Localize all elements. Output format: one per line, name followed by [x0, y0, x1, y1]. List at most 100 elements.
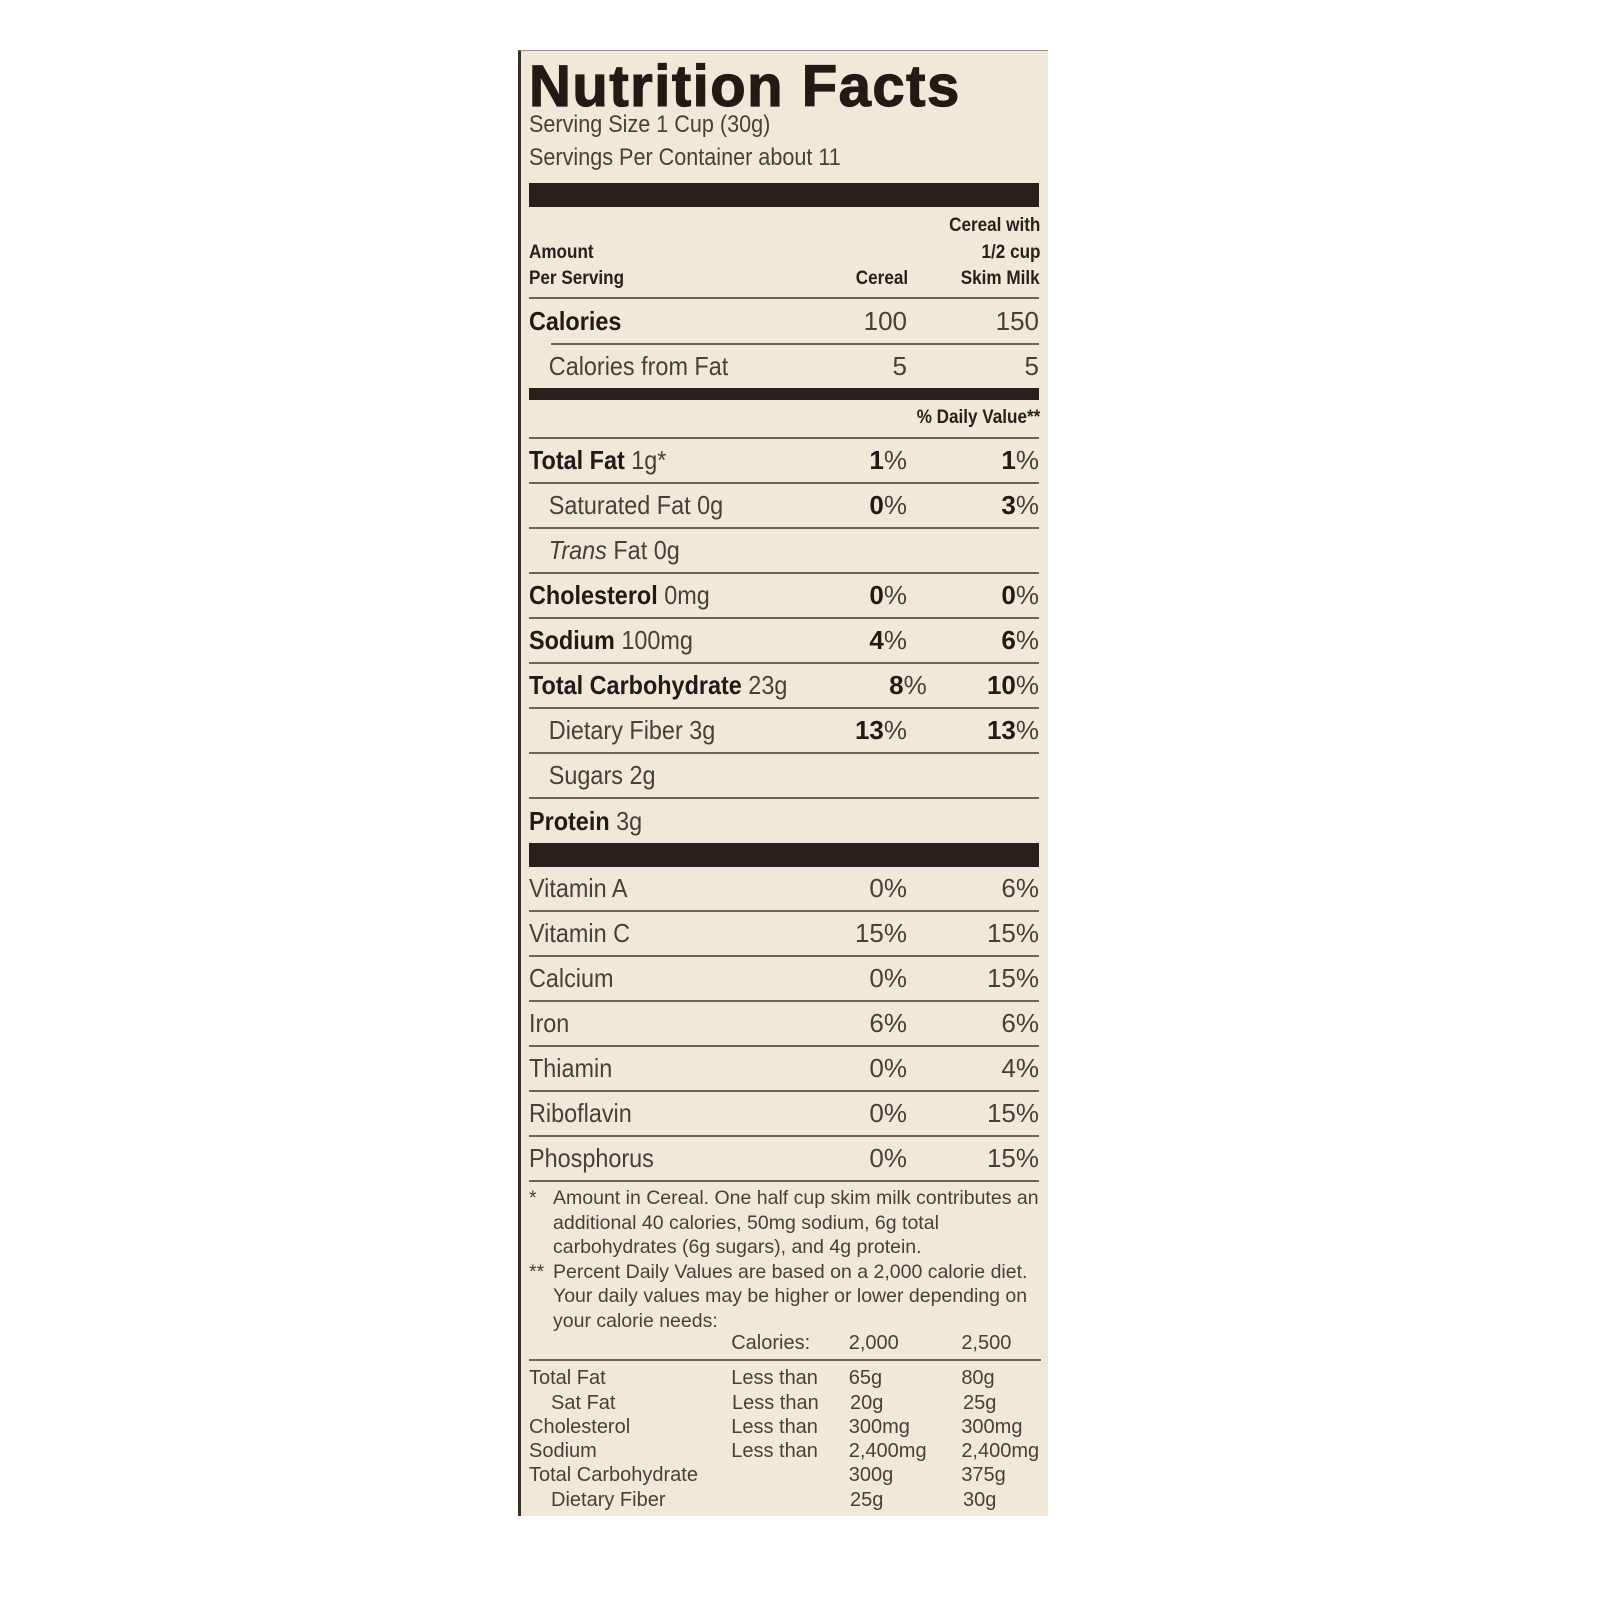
daily-value-cell: Dietary Fiber	[551, 1488, 666, 1511]
nutrient-label: Total Carbohydrate 23g	[529, 670, 788, 700]
vitamin-label: Riboflavin	[529, 1098, 632, 1128]
nutrient-label: Dietary Fiber 3g	[548, 715, 716, 745]
vitamin-cereal-dv: 15%	[854, 918, 907, 948]
nutrient-milk-dv: 13%	[986, 715, 1039, 745]
footnote: * Amount in Cereal. One half cup skim mil…	[529, 1186, 1041, 1260]
vitamin-cereal-dv: 0%	[869, 963, 907, 993]
vitamin-row: Thiamin 0% 4%	[529, 1047, 1039, 1092]
thick-divider	[529, 843, 1039, 867]
vitamin-cereal-dv: 0%	[869, 1143, 907, 1173]
nutrient-label: Sodium 100mg	[529, 625, 693, 655]
vitamin-milk-dv: 15%	[986, 918, 1039, 948]
daily-value-cell: 300mg	[961, 1415, 1023, 1438]
vitamin-row: Phosphorus 0% 15%	[529, 1137, 1039, 1182]
nutrient-row: Sugars 2g	[529, 754, 1039, 799]
daily-value-cell: 2,000	[848, 1332, 899, 1354]
daily-value-cell: 80g	[961, 1367, 995, 1390]
nutrient-row: Sodium 100mg 4% 6%	[529, 619, 1039, 664]
nutrient-milk-dv: 0%	[1001, 580, 1039, 610]
daily-value-cell: 2,500	[961, 1332, 1012, 1354]
nutrient-label: Total Fat 1g*	[529, 445, 667, 475]
daily-value-cell: 300g	[848, 1464, 894, 1487]
nutrient-cereal-dv: 0%	[869, 490, 907, 520]
nutrient-label: Saturated Fat 0g	[548, 490, 724, 520]
daily-value-cell: 2,400mg	[961, 1440, 1040, 1463]
daily-value-table-row: Cholesterol Less than 300mg 300mg	[529, 1415, 1041, 1439]
thick-divider	[529, 388, 1039, 400]
vitamin-label: Phosphorus	[529, 1143, 654, 1173]
vitamin-row: Calcium 0% 15%	[529, 957, 1039, 1002]
calories-cereal: 100	[863, 306, 907, 336]
vitamin-cereal-dv: 0%	[869, 1098, 907, 1128]
calories-from-fat-cereal: 5	[892, 350, 907, 381]
vitamin-cereal-dv: 0%	[869, 873, 907, 903]
nutrient-label: Trans Fat 0g	[548, 535, 680, 565]
daily-value-cell: 25g	[963, 1391, 997, 1414]
vitamin-row: Iron 6% 6%	[529, 1002, 1039, 1047]
serving-size: Serving Size 1 Cup (30g)	[529, 111, 771, 138]
divider	[551, 343, 1039, 345]
calories-from-fat-with-milk: 5	[1024, 350, 1039, 381]
footnote-mark: *	[529, 1187, 537, 1209]
daily-value-table-row: Sat Fat Less than 20g 25g	[529, 1391, 1063, 1415]
calories-from-fat-label: Calories from Fat	[548, 350, 729, 381]
vitamin-row: Riboflavin 0% 15%	[529, 1092, 1039, 1137]
daily-value-table: Calories: 2,000 2,500 Total Fat Less than 65g…	[529, 1331, 1041, 1512]
nutrient-row: Cholesterol 0mg 0% 0%	[529, 574, 1039, 619]
calories-label: Calories	[529, 306, 622, 336]
servings-per-container: Servings Per Container about 11	[529, 144, 841, 171]
daily-value-cell: Sodium	[529, 1440, 597, 1463]
daily-value-cell: Less than	[731, 1440, 818, 1463]
daily-value-table-row: Calories: 2,000 2,500	[529, 1331, 1041, 1362]
daily-value-cell: Less than	[732, 1391, 819, 1414]
nutrient-milk-dv: 1%	[1001, 445, 1039, 475]
nutrient-cereal-dv: 1%	[869, 445, 907, 475]
milk-column-header-1: Cereal with	[948, 215, 1040, 236]
nutrient-milk-dv: 3%	[1001, 490, 1039, 520]
daily-value-cell: Total Fat	[529, 1367, 606, 1390]
vitamin-label: Thiamin	[529, 1053, 613, 1083]
nutrient-milk-dv: 6%	[1001, 625, 1039, 655]
footnotes: * Amount in Cereal. One half cup skim mil…	[529, 1186, 1041, 1333]
nutrient-row: Protein 3g	[529, 799, 1039, 844]
daily-value-cell	[529, 1331, 731, 1355]
nutrient-cereal-dv: 8%	[889, 670, 927, 700]
amount-header-2: Per Serving	[529, 268, 625, 289]
divider	[529, 437, 1039, 439]
vitamin-cereal-dv: 6%	[869, 1008, 907, 1038]
vitamin-milk-dv: 15%	[986, 963, 1039, 993]
vitamin-row: Vitamin A 0% 6%	[529, 867, 1039, 912]
calories-with-milk: 150	[995, 306, 1039, 336]
daily-value-table-row: Dietary Fiber 25g 30g	[529, 1488, 1063, 1512]
daily-value-cell: 375g	[961, 1464, 1006, 1487]
daily-value-table-row: Sodium Less than 2,400mg 2,400mg	[529, 1439, 1041, 1463]
thick-divider	[529, 183, 1039, 207]
nutrient-label: Cholesterol 0mg	[529, 580, 710, 610]
footnote-text: Percent Daily Values are based on a 2,00…	[553, 1260, 1028, 1332]
daily-value-cell	[732, 1488, 850, 1512]
daily-value-cell: 30g	[963, 1488, 997, 1511]
footnote-mark: **	[529, 1260, 545, 1283]
daily-value-cell: 300mg	[848, 1415, 910, 1438]
daily-value-cell: Calories:	[731, 1332, 811, 1354]
title: Nutrition Facts	[528, 53, 961, 119]
vitamin-label: Calcium	[529, 963, 614, 993]
nutrient-label: Protein 3g	[529, 806, 643, 836]
calories-from-fat-row: Calories from Fat 5 5	[529, 345, 1039, 387]
nutrient-label: Sugars 2g	[548, 760, 656, 790]
vitamin-label: Iron	[529, 1008, 570, 1038]
daily-value-table-row: Total Fat Less than 65g 80g	[529, 1366, 1041, 1390]
daily-value-cell: Cholesterol	[529, 1415, 631, 1438]
daily-value-table-row: Total Carbohydrate 300g 375g	[529, 1463, 1041, 1487]
vitamin-milk-dv: 4%	[1001, 1053, 1039, 1083]
daily-value-cell: 65g	[848, 1367, 883, 1390]
vitamin-milk-dv: 6%	[1001, 873, 1039, 903]
cereal-column-header: Cereal	[855, 268, 908, 289]
vitamin-label: Vitamin A	[529, 873, 628, 903]
vitamin-milk-dv: 15%	[986, 1098, 1039, 1128]
divider	[529, 297, 1039, 299]
daily-value-cell	[731, 1463, 849, 1487]
daily-value-cell: Sat Fat	[551, 1391, 616, 1414]
nutrient-cereal-dv: 4%	[869, 625, 907, 655]
vitamin-cereal-dv: 0%	[869, 1053, 907, 1083]
